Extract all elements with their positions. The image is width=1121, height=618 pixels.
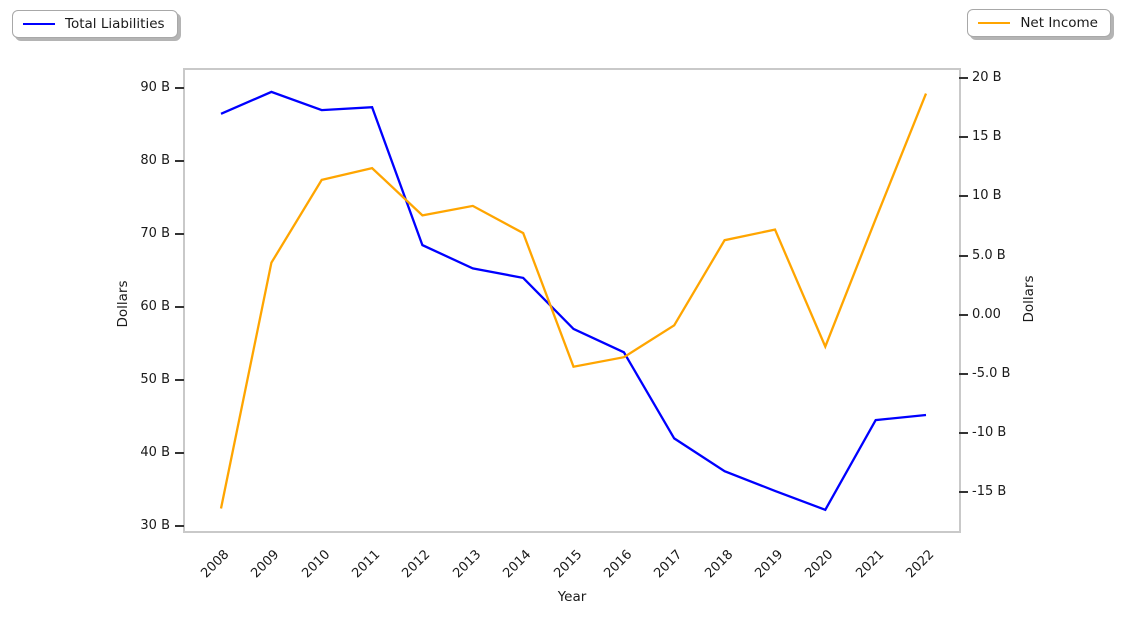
x-tick-label: 2016 bbox=[601, 547, 636, 582]
x-tick-label: 2021 bbox=[852, 547, 887, 582]
x-tick-label: 2018 bbox=[701, 547, 736, 582]
left-axis-tick-label: 60 B bbox=[140, 299, 170, 315]
x-tick-label: 2022 bbox=[903, 547, 938, 582]
left-axis-tick-label: 70 B bbox=[140, 226, 170, 242]
x-tick-label: 2017 bbox=[651, 547, 686, 582]
right-axis-title: Dollars bbox=[1021, 275, 1037, 323]
right-axis-tick bbox=[959, 431, 968, 434]
x-tick-label: 2013 bbox=[450, 547, 485, 582]
x-tick-label: 2012 bbox=[399, 547, 434, 582]
left-axis-tick bbox=[175, 524, 184, 527]
legend-net-income-label: Net Income bbox=[1020, 15, 1098, 31]
x-tick-label: 2009 bbox=[248, 547, 283, 582]
x-axis-title: Year bbox=[557, 589, 587, 605]
right-axis-tick-label: 20 B bbox=[972, 70, 1002, 86]
left-axis-tick bbox=[175, 160, 184, 163]
right-axis-tick-label: -5.0 B bbox=[972, 365, 1011, 381]
right-axis-tick bbox=[959, 313, 968, 316]
left-axis-title: Dollars bbox=[115, 280, 131, 328]
x-tick-label: 2008 bbox=[198, 547, 233, 582]
left-axis-tick bbox=[175, 379, 184, 381]
left-axis-tick-label: 40 B bbox=[140, 444, 170, 460]
right-axis-tick-label: 15 B bbox=[972, 129, 1002, 145]
right-axis-tick-label: 5.0 B bbox=[972, 247, 1006, 263]
x-tick-label: 2010 bbox=[299, 547, 334, 582]
left-axis-tick bbox=[175, 87, 184, 90]
right-axis-tick bbox=[959, 254, 968, 257]
total-liabilities-line-swatch bbox=[23, 23, 55, 25]
legend-net-income: Net Income bbox=[967, 9, 1111, 37]
right-axis-tick bbox=[959, 372, 968, 375]
left-axis-tick bbox=[175, 233, 184, 236]
x-tick-label: 2020 bbox=[802, 547, 837, 582]
net-income-line bbox=[219, 93, 928, 509]
right-axis-tick bbox=[959, 136, 968, 139]
legend-total-liabilities: Total Liabilities bbox=[12, 10, 178, 38]
left-axis-tick bbox=[175, 451, 184, 454]
left-axis-tick bbox=[175, 306, 184, 309]
line-chart bbox=[219, 90, 928, 512]
legend-total-liabilities-label: Total Liabilities bbox=[65, 16, 165, 32]
right-axis-tick bbox=[959, 77, 968, 80]
x-tick-label: 2011 bbox=[349, 547, 384, 582]
right-axis-tick-label: 10 B bbox=[972, 188, 1002, 204]
plot-area bbox=[183, 68, 961, 533]
right-axis-tick bbox=[959, 195, 968, 198]
x-tick-label: 2014 bbox=[500, 547, 535, 582]
left-axis-tick-label: 30 B bbox=[140, 517, 170, 533]
right-axis-tick-label: 0.00 bbox=[972, 306, 1001, 322]
left-axis-tick-label: 50 B bbox=[140, 372, 170, 387]
right-axis-tick-label: -15 B bbox=[972, 483, 1007, 499]
left-axis-tick-label: 90 B bbox=[140, 80, 170, 96]
left-axis-tick-label: 80 B bbox=[140, 153, 170, 169]
total-liabilities-line bbox=[220, 90, 927, 512]
net-income-line-swatch bbox=[978, 22, 1011, 24]
x-tick-label: 2015 bbox=[550, 547, 585, 582]
right-axis-tick-label: -10 B bbox=[972, 424, 1007, 440]
right-axis-tick bbox=[959, 490, 968, 493]
x-tick-label: 2019 bbox=[752, 547, 787, 582]
